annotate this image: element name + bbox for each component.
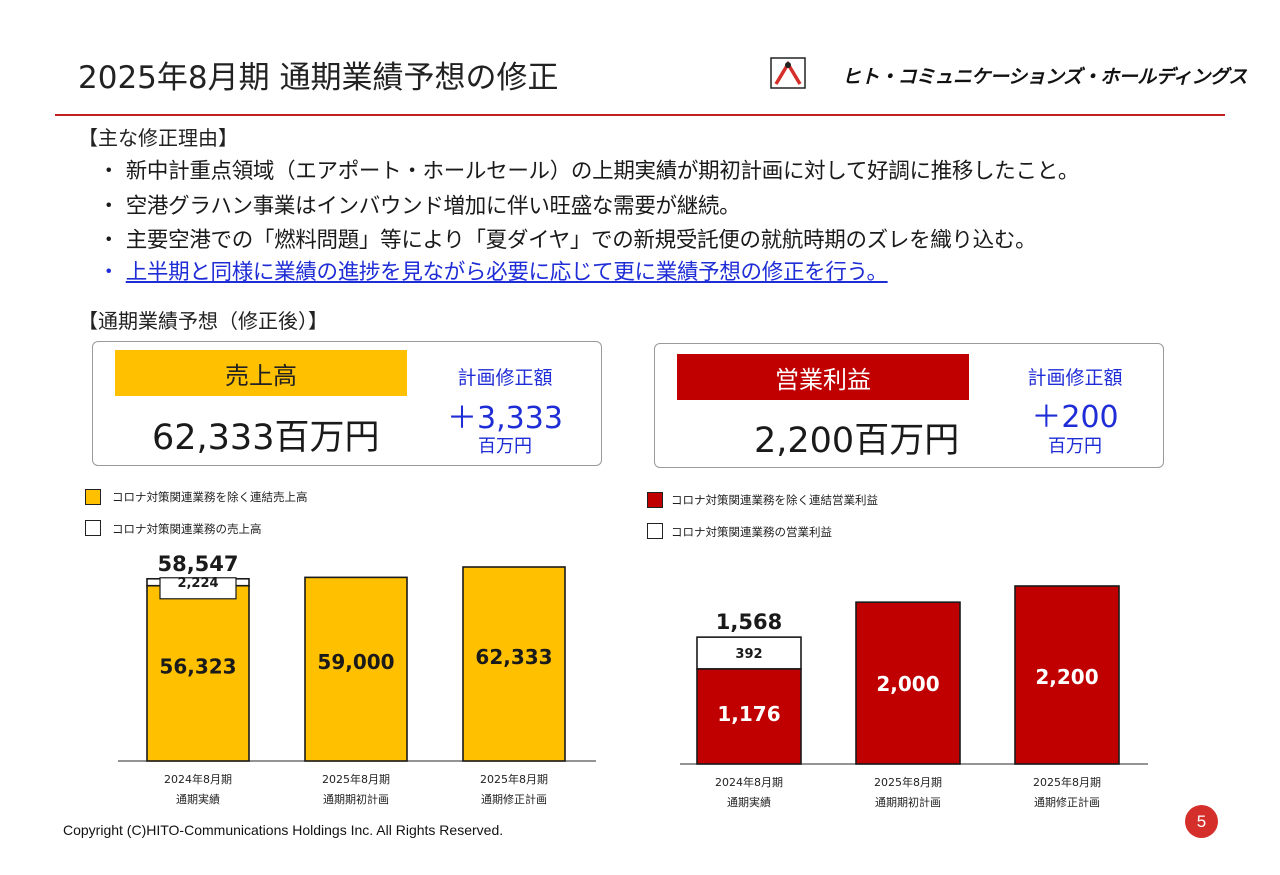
covid-label-box [159,577,237,600]
copyright: Copyright (C)HITO-Communications Holding… [63,822,504,838]
bar-value-label: 2,000 [876,672,939,696]
bar-covid [696,636,802,670]
legend-swatch-sales-covid [85,520,101,536]
sales-plan-unit: 百万円 [478,436,532,457]
x-tick-label: 2024年8月期 [164,772,232,786]
x-tick-label: 2024年8月期 [715,775,783,789]
x-tick-label: 2025年8月期 [322,772,390,786]
sales-plan-value: ＋3,333 [447,401,563,436]
legend-label: コロナ対策関連業務を除く連結売上高 [112,490,308,504]
forecast-heading: 【通期業績予想（修正後）】 [78,309,328,333]
sales-value: 62,333百万円 [152,418,380,458]
x-tick-label: 2025年8月期 [480,772,548,786]
legend-label: コロナ対策関連業務の売上高 [112,522,262,536]
reason-item: ・ 新中計重点領域（エアポート・ホールセール）の上期実績が期初計画に対して好調に… [98,159,1080,184]
bar-core [304,576,408,762]
bar-value-label: 59,000 [317,650,394,674]
bar-total-label: 58,547 [157,552,238,576]
bar-core [146,584,250,762]
reasons-heading: 【主な修正理由】 [78,126,238,150]
x-tick-label: 通期修正計画 [481,792,547,806]
legend-swatch-sales-core [85,489,101,505]
bar-value-label: 2,200 [1035,665,1098,689]
profit-plan-heading: 計画修正額 [1027,367,1123,389]
legend-swatch-profit-covid [647,523,663,539]
x-tick-label: 2025年8月期 [874,775,942,789]
page-number: 5 [1185,805,1218,838]
legend-label: コロナ対策関連業務を除く連結営業利益 [671,493,878,507]
profit-label: 営業利益 [677,354,969,400]
sales-plan-heading: 計画修正額 [457,367,553,389]
bar-core [462,566,566,762]
reason-item: ・ 主要空港での「燃料問題」等により「夏ダイヤ」での新規受託便の就航時期のズレを… [98,228,1037,253]
x-tick-label: 通期期初計画 [323,792,389,806]
bar-total-label: 1,568 [716,610,782,634]
bar-value-label: 392 [735,647,762,662]
reason-item-highlight: ・ 上半期と同様に業績の進捗を見ながら必要に応じて更に業績予想の修正を行う。 [98,255,888,286]
logo-mark-icon [770,57,806,89]
company-name: ヒト・コミュニケーションズ・ホールディングス [842,66,1247,88]
x-tick-label: 通期実績 [727,795,771,809]
bar-value-label: 1,176 [717,702,780,726]
legend-swatch-profit-core [647,492,663,508]
bar-core [855,601,961,765]
bar-value-label: 62,333 [475,645,552,669]
bar-value-label: 2,224 [177,576,218,591]
x-tick-label: 通期修正計画 [1034,795,1100,809]
page-title: 2025年8月期 通期業績予想の修正 [78,60,559,96]
legend-label: コロナ対策関連業務の営業利益 [671,525,832,539]
bar-value-label: 56,323 [159,654,236,678]
profit-plan-value: ＋200 [1031,400,1119,435]
highlight-text: 上半期と同様に業績の進捗を見ながら必要に応じて更に業績予想の修正を行う。 [125,260,888,285]
company-logo [768,56,808,100]
x-tick-label: 通期実績 [176,792,220,806]
sales-label: 売上高 [115,350,407,396]
header-rule [55,114,1225,116]
x-tick-label: 通期期初計画 [875,795,941,809]
profit-value: 2,200百万円 [754,421,960,461]
profit-bar-chart: 1,1763921,5682024年8月期通期実績2,0002025年8月期通期… [680,585,1148,809]
x-tick-label: 2025年8月期 [1033,775,1101,789]
highlight-bullet: ・ [98,260,126,285]
bar-core [1014,585,1120,765]
reason-item: ・ 空港グラハン事業はインバウンド増加に伴い旺盛な需要が継続。 [98,194,741,219]
profit-plan-unit: 百万円 [1048,436,1102,457]
